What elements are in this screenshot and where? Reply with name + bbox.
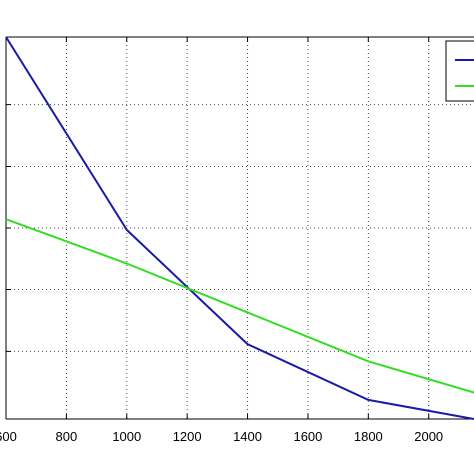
tick-marks — [5, 37, 430, 419]
x-tick-label: 1600 — [293, 429, 322, 444]
series-line-1 — [5, 36, 474, 420]
series-line-2 — [5, 218, 474, 394]
x-tick-label: 1000 — [112, 429, 141, 444]
plot-area — [6, 37, 474, 419]
x-tick-label: 800 — [56, 429, 78, 444]
legend-box — [445, 40, 474, 102]
x-tick-labels: 600 800 1000 1200 1400 1600 1800 2000 — [0, 429, 443, 444]
x-tick-label: 1800 — [354, 429, 383, 444]
legend — [445, 40, 474, 102]
x-tick-label: 1400 — [233, 429, 262, 444]
series-lines — [5, 36, 474, 420]
x-tick-label: 600 — [0, 429, 17, 444]
x-tick-label: 1200 — [173, 429, 202, 444]
x-tick-label: 2000 — [414, 429, 443, 444]
